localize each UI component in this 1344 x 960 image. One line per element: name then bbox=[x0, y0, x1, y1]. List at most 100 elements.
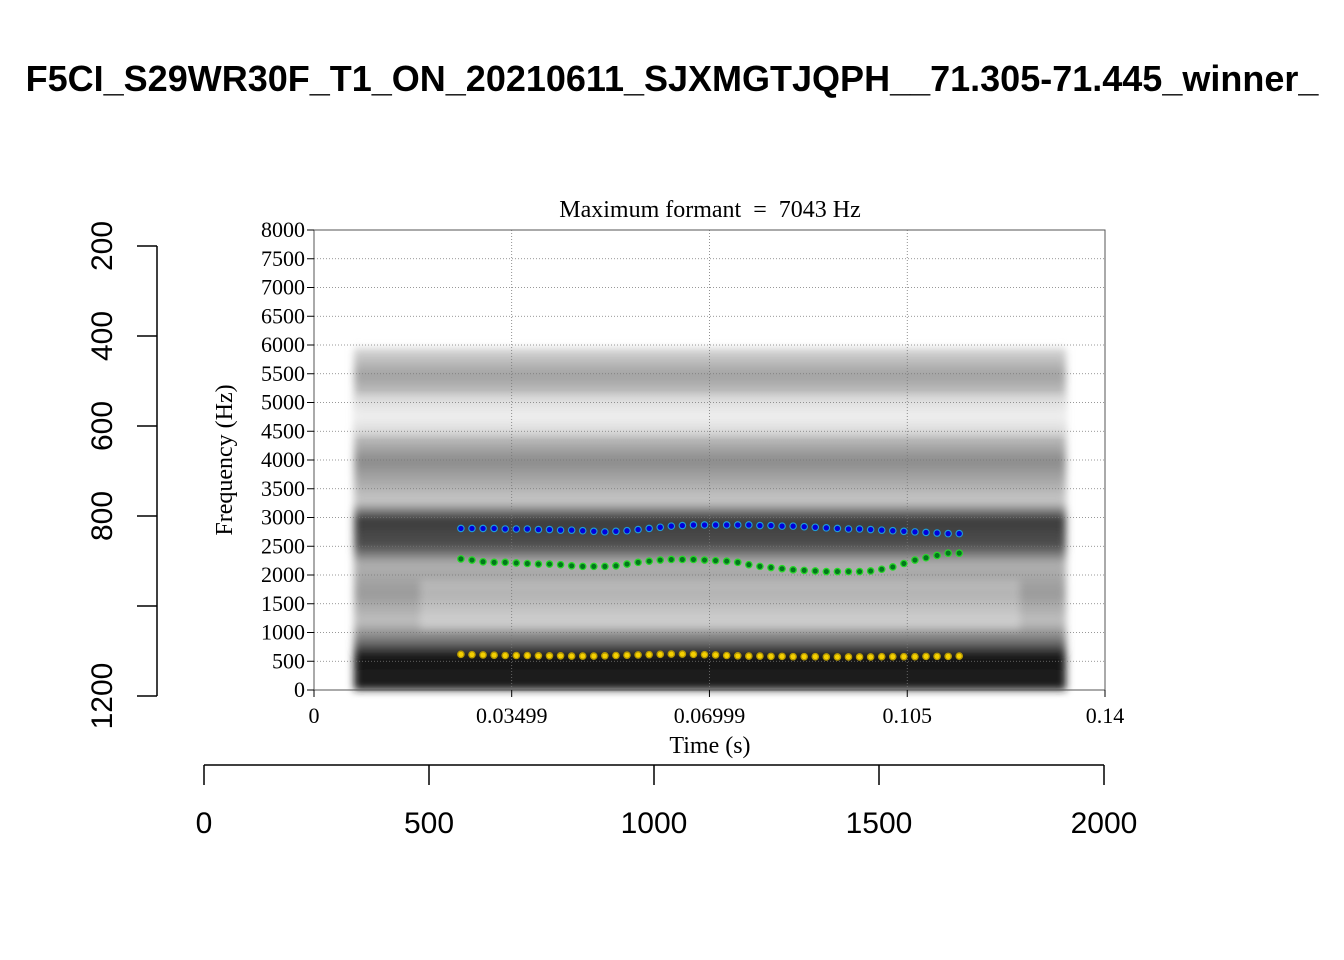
ring-point bbox=[866, 525, 875, 534]
ring-point bbox=[711, 556, 720, 565]
ring-point bbox=[534, 651, 543, 660]
data-point bbox=[679, 651, 685, 657]
ring-point bbox=[601, 651, 609, 660]
data-point bbox=[812, 654, 818, 660]
ring-point bbox=[844, 567, 853, 576]
x-axis: 0 0.03499 0.06999 0.105 0.14 bbox=[309, 690, 1124, 728]
ring-point bbox=[468, 556, 476, 564]
data-point bbox=[557, 562, 564, 568]
ring-point bbox=[933, 551, 941, 560]
data-point bbox=[890, 564, 896, 570]
ring-point bbox=[523, 651, 532, 660]
ring-point bbox=[778, 652, 786, 661]
ring-point bbox=[911, 528, 919, 536]
data-point bbox=[856, 526, 863, 532]
ring-point bbox=[822, 653, 831, 661]
data-point bbox=[690, 522, 697, 528]
data-point bbox=[546, 561, 553, 567]
ring-point bbox=[789, 566, 797, 574]
ring-point bbox=[556, 560, 565, 569]
data-point bbox=[757, 563, 763, 569]
ring-point bbox=[634, 525, 642, 534]
ring-point bbox=[612, 561, 620, 570]
ring-point bbox=[888, 563, 897, 571]
ring-point bbox=[567, 526, 576, 534]
data-point bbox=[823, 568, 829, 575]
data-point bbox=[801, 654, 807, 660]
x-tick-label: 0.105 bbox=[883, 703, 933, 728]
data-point bbox=[469, 652, 475, 658]
ring-point bbox=[623, 651, 631, 660]
data-point bbox=[602, 653, 608, 659]
ring-point bbox=[700, 556, 709, 564]
ring-point bbox=[479, 557, 487, 566]
outer-bottom-axis: 0 500 1000 1500 2000 bbox=[196, 764, 1138, 840]
y-tick-label: 7000 bbox=[261, 275, 305, 300]
data-point bbox=[613, 528, 619, 534]
spectrogram bbox=[354, 348, 1066, 690]
y-tick-label: 3000 bbox=[261, 505, 305, 530]
data-point bbox=[757, 653, 763, 659]
x-tick-label: 0.03499 bbox=[476, 703, 548, 728]
ring-point bbox=[811, 567, 820, 575]
data-point bbox=[724, 652, 730, 659]
ring-point bbox=[578, 652, 587, 660]
ring-point bbox=[678, 521, 687, 530]
data-point bbox=[735, 522, 741, 528]
data-point bbox=[524, 652, 530, 659]
ring-point bbox=[479, 651, 487, 659]
ring-point bbox=[490, 558, 498, 567]
ring-point bbox=[578, 526, 587, 535]
ring-point bbox=[888, 652, 897, 661]
chart-title: F5CI_S29WR30F_T1_ON_20210611_SJXMGTJQPH_… bbox=[26, 58, 1320, 99]
data-point bbox=[779, 566, 785, 572]
ring-point bbox=[534, 525, 543, 534]
ring-point bbox=[866, 653, 875, 661]
data-point bbox=[823, 654, 829, 660]
ring-point bbox=[756, 521, 764, 530]
ring-point bbox=[778, 564, 786, 573]
data-point bbox=[580, 528, 586, 534]
ring-point bbox=[512, 651, 521, 660]
data-point bbox=[513, 560, 519, 566]
outer-bottom-tick-label: 2000 bbox=[1071, 807, 1138, 840]
ring-point bbox=[733, 651, 742, 660]
ring-point bbox=[623, 560, 631, 568]
ring-point bbox=[745, 560, 753, 569]
outer-left-tick-label: 1200 bbox=[86, 663, 119, 730]
data-point bbox=[845, 568, 852, 575]
data-point bbox=[901, 654, 907, 660]
ring-point bbox=[667, 555, 676, 564]
y-tick-label: 1000 bbox=[261, 620, 305, 645]
ring-point bbox=[700, 521, 709, 529]
ring-point bbox=[601, 528, 609, 536]
outer-bottom-tick-label: 1500 bbox=[846, 807, 913, 840]
data-point bbox=[591, 528, 597, 534]
data-point bbox=[513, 652, 519, 659]
data-point bbox=[602, 563, 608, 569]
data-point bbox=[668, 651, 674, 657]
data-point bbox=[613, 563, 619, 569]
data-point bbox=[713, 652, 719, 658]
ring-point bbox=[545, 560, 554, 568]
data-point bbox=[458, 556, 464, 562]
ring-point bbox=[678, 650, 687, 658]
data-point bbox=[701, 522, 708, 528]
data-point bbox=[469, 525, 475, 532]
data-point bbox=[901, 560, 907, 567]
outer-left-axis: 200 400 600 800 1200 bbox=[86, 221, 158, 730]
ring-point bbox=[512, 559, 521, 567]
ring-point bbox=[612, 651, 620, 660]
data-point bbox=[713, 558, 719, 564]
data-point bbox=[856, 568, 863, 575]
data-point bbox=[580, 563, 586, 569]
series-f1 bbox=[457, 650, 964, 661]
ring-point bbox=[689, 521, 698, 529]
data-point bbox=[956, 653, 962, 659]
y-tick-label: 500 bbox=[272, 648, 305, 673]
ring-point bbox=[756, 562, 764, 571]
y-tick-label: 2000 bbox=[261, 562, 305, 587]
ring-point bbox=[789, 652, 797, 661]
data-point bbox=[569, 527, 575, 533]
data-point bbox=[912, 654, 918, 660]
